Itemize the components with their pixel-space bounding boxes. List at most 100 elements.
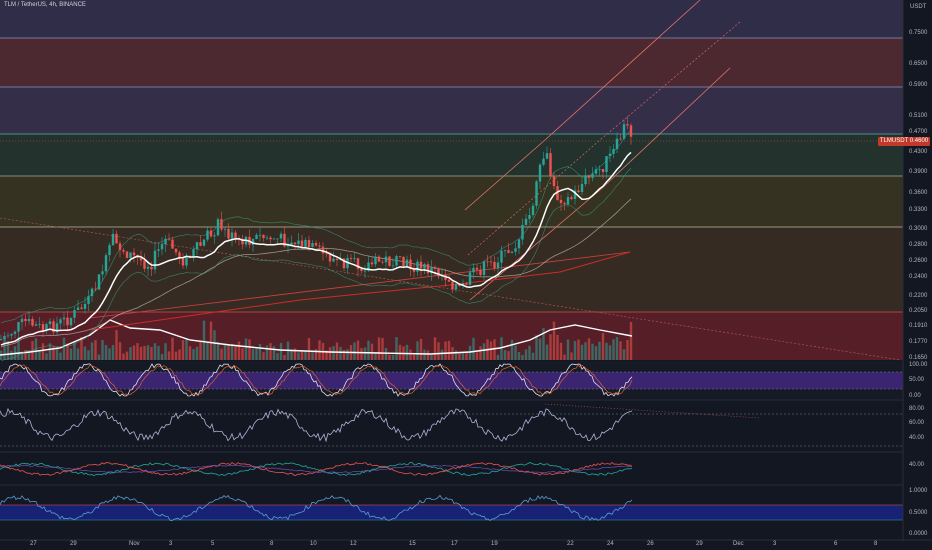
candle[interactable] — [391, 265, 395, 267]
candle[interactable] — [486, 261, 489, 263]
candle[interactable] — [38, 324, 41, 325]
candle[interactable] — [472, 267, 475, 273]
candle[interactable] — [524, 218, 528, 225]
candle[interactable] — [360, 268, 363, 272]
candle[interactable] — [258, 234, 262, 236]
candlesticks[interactable] — [0, 116, 633, 341]
candle[interactable] — [405, 259, 409, 267]
candle[interactable] — [157, 249, 160, 251]
candle[interactable] — [213, 235, 216, 237]
candle[interactable] — [69, 317, 73, 326]
candle[interactable] — [384, 256, 388, 263]
candle[interactable] — [563, 203, 566, 205]
candle[interactable] — [279, 233, 283, 239]
candle[interactable] — [528, 215, 531, 219]
candle[interactable] — [139, 257, 143, 261]
candle[interactable] — [174, 248, 178, 253]
candle[interactable] — [181, 258, 185, 266]
candle[interactable] — [241, 238, 244, 245]
candle[interactable] — [374, 256, 377, 265]
candle[interactable] — [552, 175, 556, 187]
candle[interactable] — [80, 307, 83, 309]
candle[interactable] — [111, 233, 115, 246]
candle[interactable] — [549, 153, 552, 176]
candle[interactable] — [97, 274, 101, 290]
candle[interactable] — [160, 244, 164, 250]
candle[interactable] — [325, 253, 328, 255]
candle[interactable] — [626, 124, 629, 126]
candle[interactable] — [356, 258, 360, 269]
candle[interactable] — [220, 219, 223, 230]
candle[interactable] — [48, 321, 52, 325]
candle[interactable] — [283, 233, 286, 247]
candle[interactable] — [185, 255, 188, 266]
candle[interactable] — [0, 339, 3, 340]
candle[interactable] — [122, 250, 125, 252]
candle[interactable] — [577, 190, 580, 192]
candle[interactable] — [335, 258, 339, 260]
candle[interactable] — [297, 240, 300, 245]
candle[interactable] — [514, 248, 517, 252]
candle[interactable] — [321, 246, 325, 254]
candle[interactable] — [507, 250, 510, 253]
candle[interactable] — [542, 158, 545, 165]
candle[interactable] — [615, 138, 619, 150]
candle[interactable] — [17, 322, 20, 332]
candle[interactable] — [227, 228, 230, 239]
candle[interactable] — [45, 324, 48, 331]
candle[interactable] — [87, 296, 90, 304]
candle[interactable] — [538, 164, 542, 182]
candle[interactable] — [195, 242, 199, 250]
candle[interactable] — [423, 264, 426, 269]
candle[interactable] — [108, 245, 111, 256]
candle[interactable] — [332, 258, 335, 262]
candle[interactable] — [6, 335, 10, 337]
candle[interactable] — [27, 318, 31, 322]
candle[interactable] — [503, 250, 507, 252]
candle[interactable] — [276, 238, 279, 240]
candle[interactable] — [556, 186, 559, 200]
candle[interactable] — [598, 169, 601, 170]
candle[interactable] — [584, 175, 587, 185]
candle[interactable] — [304, 239, 307, 247]
candle[interactable] — [272, 238, 276, 240]
candle[interactable] — [573, 190, 577, 199]
candle[interactable] — [300, 240, 304, 247]
candle[interactable] — [521, 224, 524, 240]
candle[interactable] — [591, 173, 594, 178]
candle[interactable] — [482, 261, 486, 275]
candle[interactable] — [465, 283, 468, 285]
candle[interactable] — [496, 262, 500, 268]
candle[interactable] — [416, 261, 419, 272]
candle[interactable] — [629, 125, 633, 137]
candle[interactable] — [458, 284, 461, 286]
candle[interactable] — [587, 175, 591, 178]
candle[interactable] — [20, 318, 24, 323]
candle[interactable] — [454, 284, 458, 290]
candle[interactable] — [619, 138, 622, 140]
candle[interactable] — [318, 245, 321, 247]
candle[interactable] — [433, 267, 437, 269]
candle[interactable] — [90, 288, 94, 297]
candle[interactable] — [125, 251, 129, 258]
candle[interactable] — [234, 232, 237, 239]
candle[interactable] — [143, 260, 146, 269]
candle[interactable] — [517, 239, 521, 249]
candle[interactable] — [146, 266, 150, 269]
candle[interactable] — [311, 243, 314, 247]
candle[interactable] — [73, 309, 76, 318]
candle[interactable] — [566, 197, 570, 205]
candle[interactable] — [328, 253, 332, 262]
candle[interactable] — [104, 255, 108, 272]
candle[interactable] — [202, 239, 206, 246]
candle[interactable] — [216, 219, 220, 236]
candle[interactable] — [500, 250, 503, 263]
candle[interactable] — [59, 319, 62, 324]
candle[interactable] — [223, 228, 227, 230]
candle[interactable] — [293, 242, 297, 245]
candle[interactable] — [402, 256, 405, 267]
candle[interactable] — [164, 238, 167, 245]
candle[interactable] — [594, 169, 598, 174]
candle[interactable] — [178, 252, 181, 259]
